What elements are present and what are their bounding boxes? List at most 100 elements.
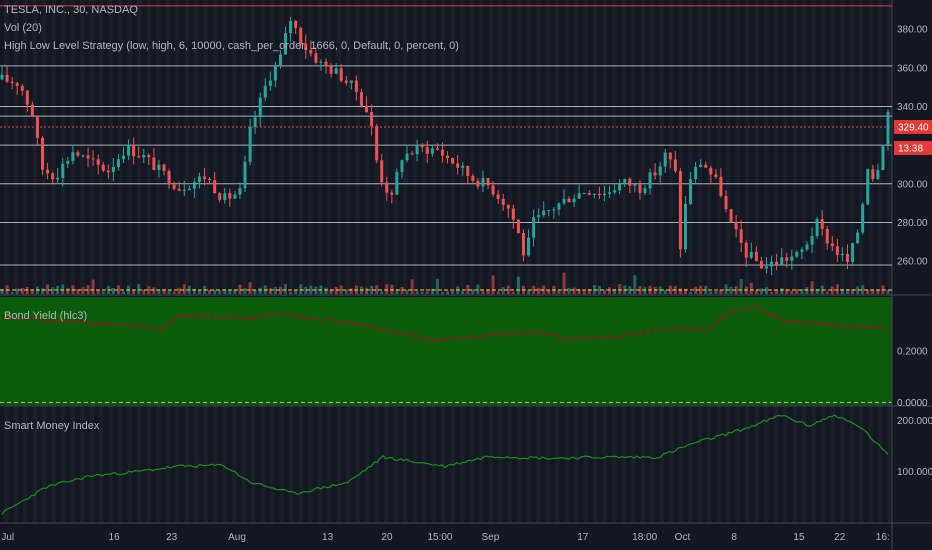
candle-body xyxy=(354,80,358,93)
volume-bar xyxy=(15,288,19,294)
volume-bar xyxy=(116,285,120,294)
candle-body xyxy=(430,148,434,154)
volume-bar xyxy=(775,290,779,294)
volume-bar xyxy=(582,291,586,294)
session-band xyxy=(583,0,588,522)
volume-bar xyxy=(142,289,146,294)
candle-body xyxy=(339,68,343,81)
session-band xyxy=(821,0,826,522)
session-band xyxy=(80,0,85,522)
candle-body xyxy=(329,66,333,74)
time-axis-tick: Oct xyxy=(675,532,691,543)
session-band xyxy=(127,0,132,522)
candle-body xyxy=(704,164,708,168)
volume-bar xyxy=(597,285,601,294)
candle-body xyxy=(790,256,794,261)
candle-body xyxy=(461,165,465,168)
session-band xyxy=(441,0,446,522)
candle-body xyxy=(127,144,131,156)
candle-body xyxy=(172,184,176,189)
candle-body xyxy=(116,159,120,167)
session-band xyxy=(346,0,351,522)
candle-body xyxy=(835,246,839,256)
candle-body xyxy=(197,176,201,182)
candle-body xyxy=(820,219,824,229)
volume-bar xyxy=(861,285,865,294)
candle-body xyxy=(314,53,318,63)
candle-body xyxy=(618,182,622,191)
volume-bar xyxy=(668,285,672,294)
volume-bar xyxy=(790,290,794,294)
volume-bar xyxy=(425,291,429,294)
volume-bar xyxy=(537,287,541,294)
candle-body xyxy=(208,179,212,181)
session-band xyxy=(887,0,892,522)
session-band xyxy=(545,0,550,522)
time-axis-tick: 13 xyxy=(322,532,334,543)
candle-body xyxy=(309,50,313,54)
session-band xyxy=(593,0,598,522)
volume-bar xyxy=(840,288,844,294)
candle-body xyxy=(375,126,379,161)
volume-bar xyxy=(795,289,799,294)
session-band xyxy=(697,0,702,522)
volume-bar xyxy=(471,289,475,294)
volume-bar xyxy=(532,285,536,294)
volume-bar xyxy=(592,284,596,294)
session-band xyxy=(792,0,797,522)
price-axis-tick: 380.00 xyxy=(897,25,928,36)
volume-bar xyxy=(192,288,196,294)
candle-body xyxy=(856,232,860,244)
candle-body xyxy=(324,61,328,67)
candle-body xyxy=(582,192,586,194)
volume-bar xyxy=(294,290,298,294)
candle-body xyxy=(106,170,110,173)
candle-body xyxy=(268,80,272,86)
session-band xyxy=(830,0,835,522)
volume-bar xyxy=(218,290,222,294)
candle-body xyxy=(15,83,19,86)
volume-bar xyxy=(213,289,217,294)
volume-bar xyxy=(486,290,490,294)
candle-body xyxy=(66,160,70,164)
session-band xyxy=(308,0,313,522)
last-price-value: 329.40 xyxy=(898,122,929,133)
strategy-legend: High Low Level Strategy (low, high, 6, 1… xyxy=(4,40,459,52)
session-band xyxy=(488,0,493,522)
volume-bar xyxy=(76,288,80,294)
session-band xyxy=(260,0,265,522)
session-band xyxy=(175,0,180,522)
candle-body xyxy=(719,176,723,196)
volume-bar xyxy=(101,291,105,294)
bond-axis-tick: 0.0000 xyxy=(897,398,928,409)
bond-axis-tick: 0.2000 xyxy=(897,347,928,358)
volume-bar xyxy=(724,284,728,294)
candle-body xyxy=(516,219,520,233)
candle-body xyxy=(613,190,617,193)
volume-bar xyxy=(172,291,176,294)
session-band xyxy=(289,0,294,522)
candle-body xyxy=(496,194,500,199)
volume-bar xyxy=(329,289,333,294)
candle-body xyxy=(289,20,293,34)
candle-body xyxy=(648,172,652,189)
candle-body xyxy=(471,175,475,181)
session-band xyxy=(374,0,379,522)
candle-body xyxy=(810,236,814,245)
session-band xyxy=(726,0,731,522)
volume-bar xyxy=(420,291,424,294)
candle-body xyxy=(597,193,601,196)
volume-bar xyxy=(501,287,505,294)
candle-body xyxy=(223,193,227,200)
volume-bar xyxy=(228,289,232,294)
volume-bar xyxy=(729,286,733,294)
volume-bar xyxy=(309,285,313,294)
session-band xyxy=(317,0,322,522)
volume-bar xyxy=(238,284,242,294)
candle-body xyxy=(724,195,728,210)
candle-body xyxy=(623,179,627,183)
session-band xyxy=(716,0,721,522)
volume-bar xyxy=(587,288,591,294)
